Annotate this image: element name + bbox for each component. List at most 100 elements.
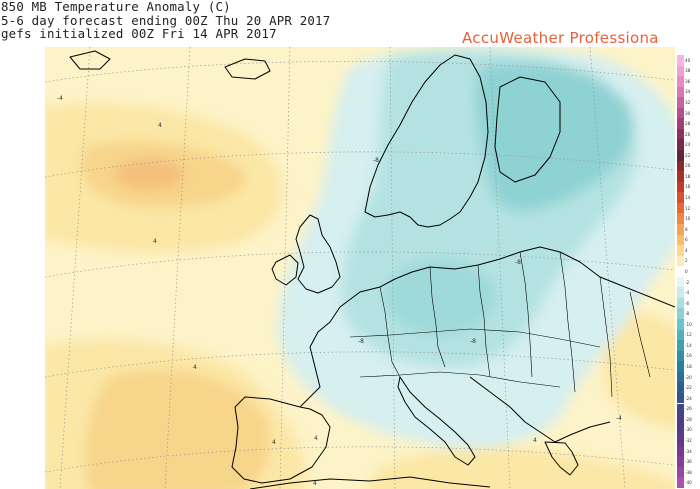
legend-label: 18 <box>685 173 691 179</box>
coast-iberia <box>231 396 331 484</box>
legend-label: -6 <box>685 300 690 306</box>
legend-row: 26 <box>677 128 697 140</box>
contour-label: -8 <box>373 157 379 164</box>
legend-row: -12 <box>677 329 697 341</box>
legend-swatch <box>677 255 684 267</box>
legend-label: 12 <box>685 205 691 211</box>
legend-swatch <box>677 382 684 393</box>
legend-row: 8 <box>677 223 697 235</box>
legend-label: -22 <box>685 385 692 391</box>
legend-label: 22 <box>685 152 691 158</box>
legend-swatch <box>677 371 684 383</box>
legend-swatch <box>677 245 684 256</box>
legend-label: -2 <box>685 279 690 285</box>
legend-label: -26 <box>685 406 692 412</box>
warm-anomaly-atlantic-peak <box>115 158 185 190</box>
legend-swatch <box>677 160 684 172</box>
forecast-period: 5-6 day forecast ending 00Z Thu 20 APR 2… <box>1 12 331 28</box>
legend-swatch <box>677 329 684 341</box>
legend-swatch <box>677 424 684 436</box>
legend-label: -38 <box>685 469 692 475</box>
legend-row: -30 <box>677 424 697 436</box>
coast-finland <box>494 76 561 183</box>
legend-row: 20 <box>677 160 697 172</box>
legend-row: -24 <box>677 392 697 404</box>
contour-label: 4 <box>193 364 197 371</box>
anomaly-map: -4 4 4 -8 -8 -8 -8 4 4 4 4 -4 4 <box>0 47 700 489</box>
legend-row: 36 <box>677 76 697 87</box>
legend-swatch <box>677 202 684 214</box>
legend-label: 20 <box>685 163 691 169</box>
legend-label: -34 <box>685 448 692 454</box>
legend-row: 4 <box>677 245 697 256</box>
legend-swatch <box>677 266 684 277</box>
legend-row: -32 <box>677 435 697 446</box>
legend-row: 34 <box>677 86 697 98</box>
color-scale-legend: 40 38 36 34 32 30 28 26 24 22 20 18 16 14 12 10 8 6 4 2 0 -2-… <box>677 55 697 488</box>
legend-label: -4 <box>685 290 690 296</box>
contour-label: 4 <box>533 437 537 444</box>
coast-italy <box>397 376 476 466</box>
contour-label: -8 <box>515 259 521 266</box>
legend-label: 10 <box>685 216 691 222</box>
legend-row: -6 <box>677 297 697 309</box>
legend-row: 12 <box>677 202 697 214</box>
legend-row: 2 <box>677 255 697 267</box>
legend-row: 40 <box>677 55 697 66</box>
legend-swatch <box>677 107 684 119</box>
contour-label: -4 <box>57 95 63 102</box>
legend-label: -40 <box>685 480 692 486</box>
legend-label: 30 <box>685 110 691 116</box>
brand-watermark: AccuWeather Professiona <box>462 29 659 47</box>
legend-row: -2 <box>677 276 697 288</box>
legend-row: -40 <box>677 477 697 488</box>
legend-row: -34 <box>677 445 697 457</box>
legend-swatch <box>677 234 684 246</box>
legend-row: -4 <box>677 287 697 298</box>
legend-swatch <box>677 361 684 372</box>
country-borders <box>349 251 651 398</box>
legend-label: 4 <box>685 247 688 253</box>
map-canvas: -4 4 4 -8 -8 -8 -8 4 4 4 4 -4 4 <box>45 47 675 489</box>
legend-swatch <box>677 181 684 193</box>
legend-row: 6 <box>677 234 697 246</box>
coast-continent <box>339 246 675 308</box>
coast-iceland <box>224 58 271 80</box>
legend-label: -28 <box>685 416 692 422</box>
coast-scandinavia <box>364 54 489 228</box>
legend-swatch <box>677 445 684 457</box>
legend-label: 26 <box>685 131 691 137</box>
legend-row: 22 <box>677 150 697 161</box>
legend-swatch <box>677 76 684 87</box>
legend-swatch <box>677 55 684 66</box>
legend-row: 0 <box>677 266 697 277</box>
legend-label: -8 <box>685 311 690 317</box>
contour-label: -8 <box>358 338 364 345</box>
contour-labels: -4 4 4 -8 -8 -8 -8 4 4 4 4 -4 4 <box>57 95 622 487</box>
legend-label: 0 <box>685 268 688 274</box>
coast-north-africa <box>249 476 491 489</box>
legend-row: 16 <box>677 181 697 193</box>
legend-swatch <box>677 392 684 404</box>
legend-row: -18 <box>677 361 697 372</box>
legend-label: -12 <box>685 332 692 338</box>
legend-swatch <box>677 466 684 478</box>
model-init-time: gefs initialized 00Z Fri 14 APR 2017 <box>1 26 277 41</box>
legend-row: -20 <box>677 371 697 383</box>
legend-row: -8 <box>677 308 697 319</box>
legend-label: 28 <box>685 121 691 127</box>
coast-france-west <box>299 306 341 408</box>
legend-row: -26 <box>677 403 697 415</box>
legend-swatch <box>677 350 684 362</box>
legend-swatch <box>677 477 684 488</box>
legend-row: 32 <box>677 97 697 108</box>
legend-row: -14 <box>677 340 697 351</box>
legend-swatch <box>677 139 684 151</box>
contour-label: 4 <box>314 435 318 442</box>
legend-swatch <box>677 171 684 182</box>
legend-swatch <box>677 276 684 288</box>
legend-swatch <box>677 435 684 446</box>
legend-label: -24 <box>685 395 692 401</box>
legend-swatch <box>677 456 684 467</box>
coastlines <box>69 50 675 489</box>
